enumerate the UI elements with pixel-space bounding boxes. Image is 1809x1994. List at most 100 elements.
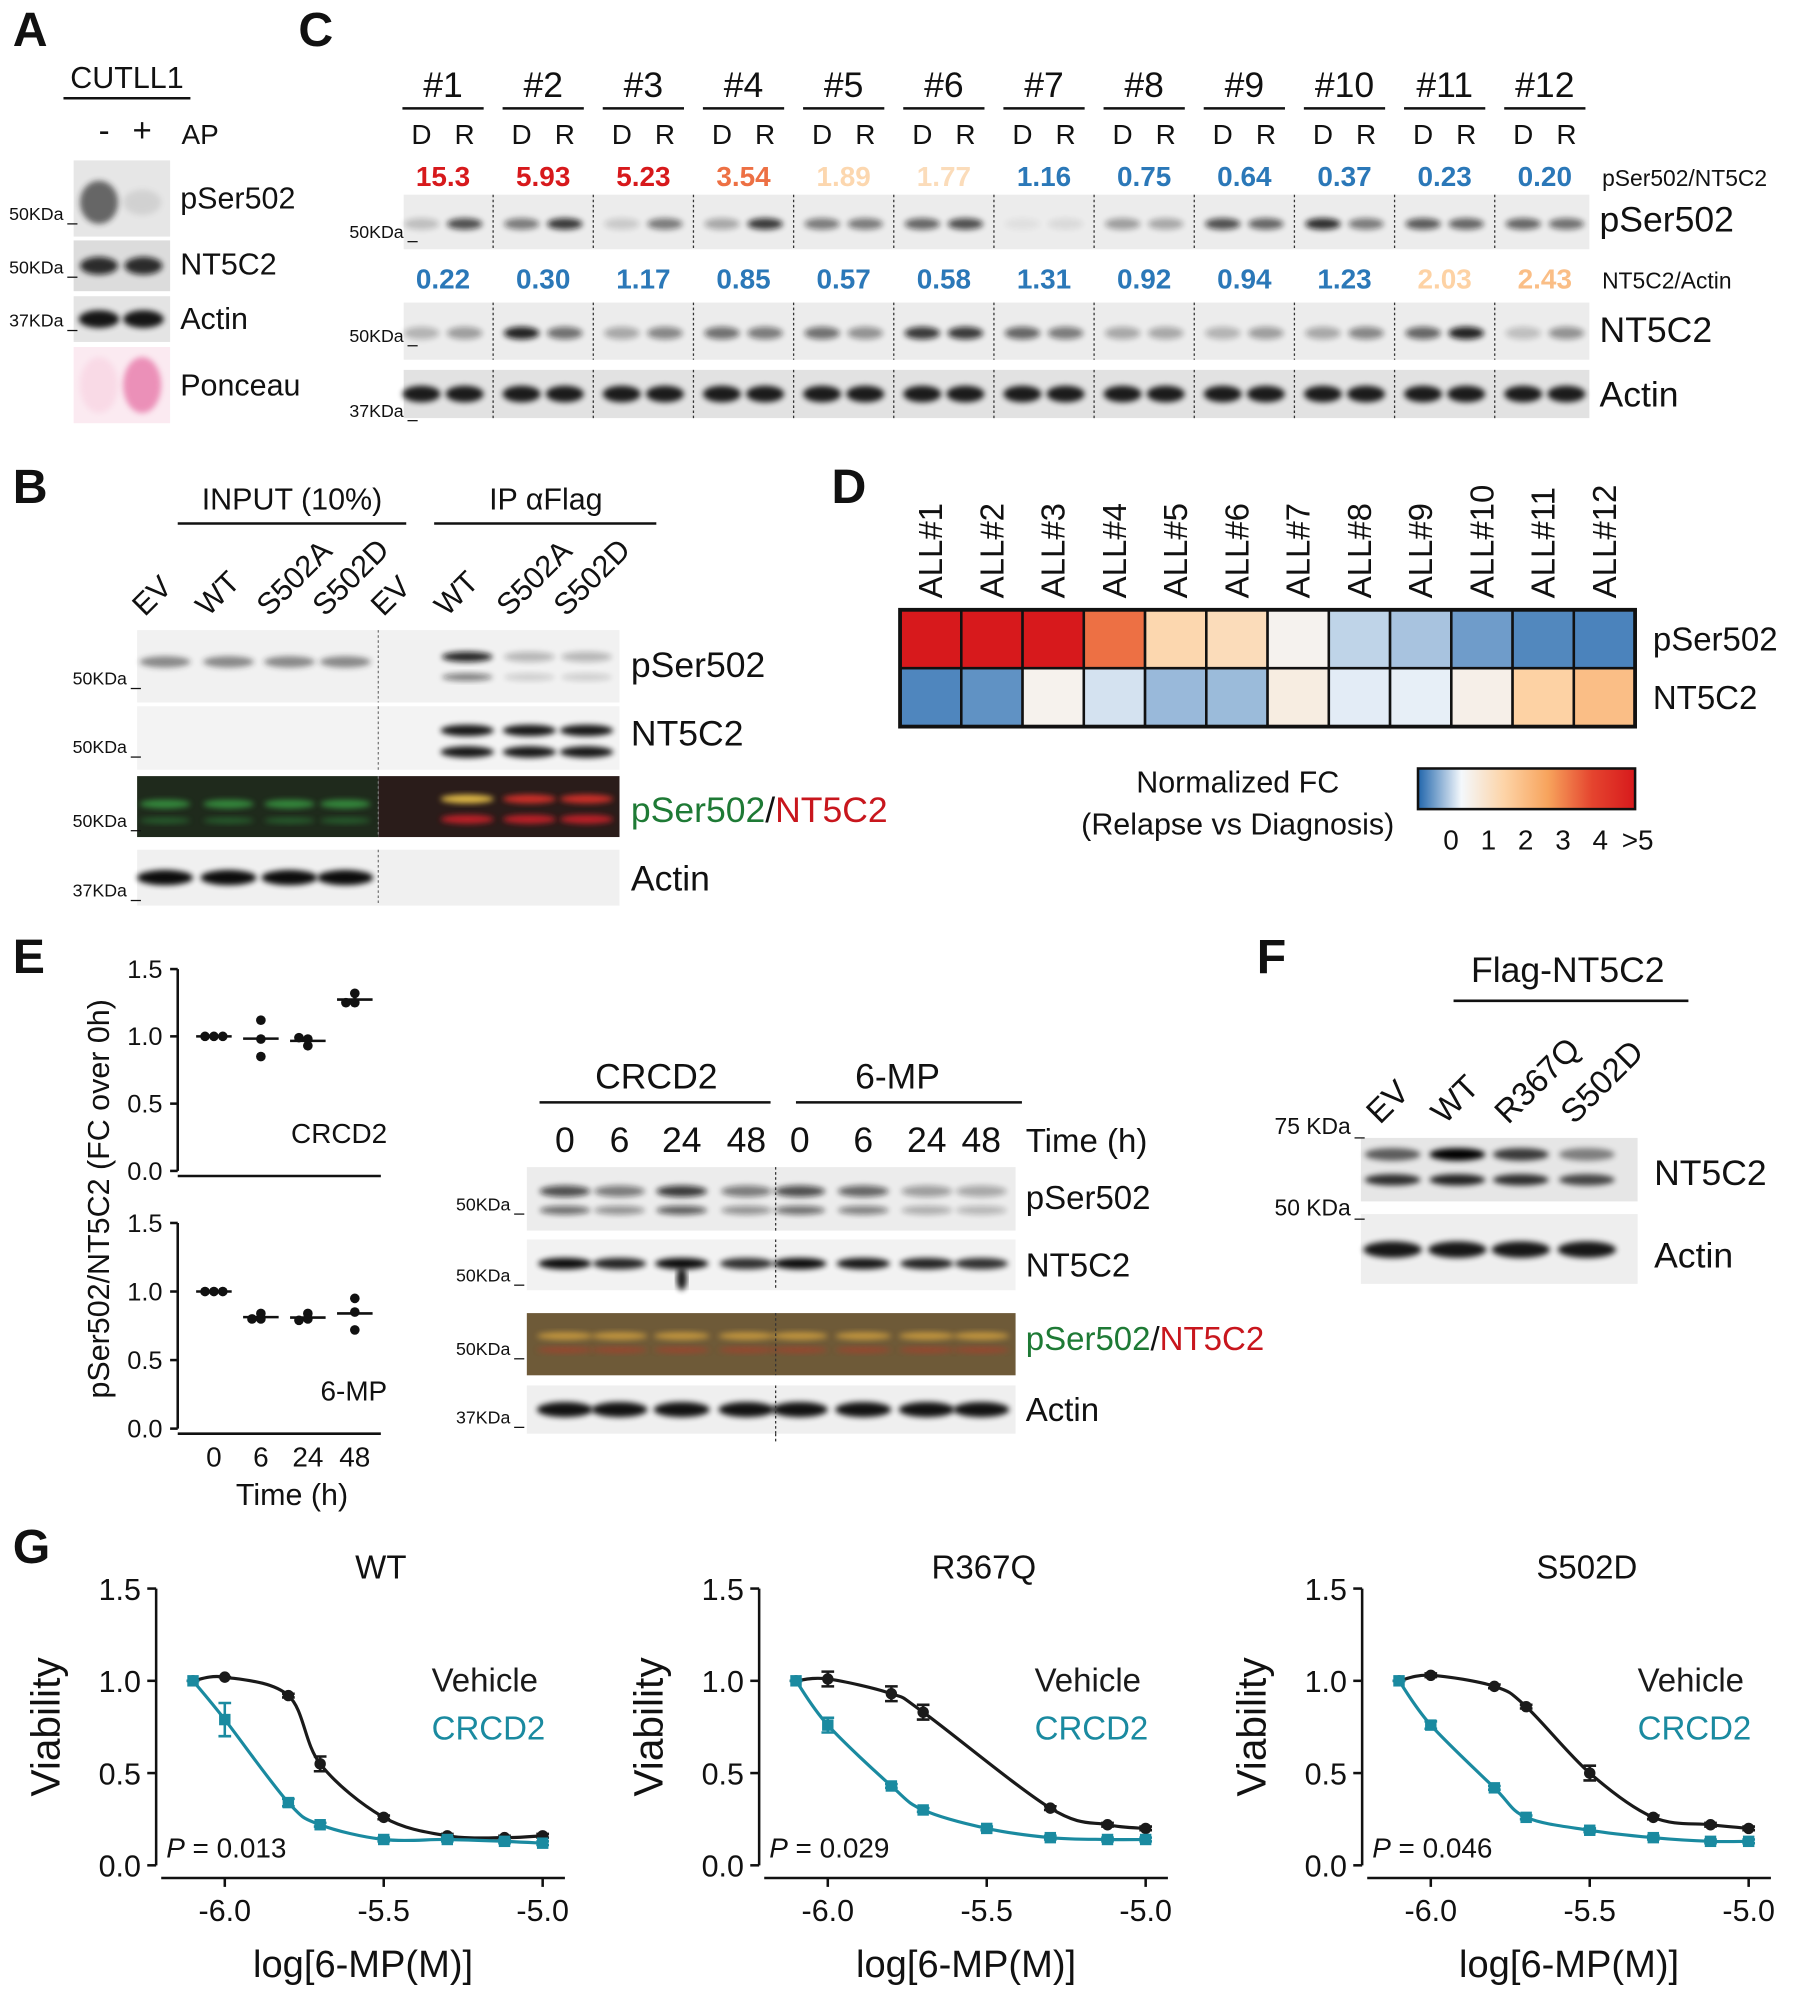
blot-band (1103, 385, 1142, 403)
label: Actin (1600, 375, 1679, 415)
label: #5 (824, 65, 864, 105)
colorbar-tick: 4 (1593, 825, 1609, 856)
y-tick-label: 1.5 (702, 1573, 744, 1607)
merged-sep: / (765, 790, 775, 830)
ratio-value: 5.93 (516, 161, 570, 192)
merged-green: pSer502 (631, 790, 765, 830)
dot (217, 1031, 228, 1042)
blot-band (264, 817, 315, 824)
blot-band (547, 218, 583, 230)
dot (256, 1015, 266, 1026)
blot-band (1491, 1241, 1551, 1258)
label: #8 (1124, 65, 1164, 105)
blot-band (1248, 218, 1284, 230)
point (917, 1706, 929, 1718)
size-marker: 50KDa (349, 326, 403, 346)
point (1704, 1835, 1717, 1848)
heatmap-cell (1205, 608, 1269, 670)
dot (294, 1315, 304, 1326)
blot (526, 1167, 1016, 1231)
dot (349, 1293, 360, 1304)
blot-band (503, 651, 555, 662)
label: R (1456, 119, 1476, 150)
blot-band (947, 326, 984, 340)
point (1520, 1700, 1532, 1713)
annotation: CRCD2 (291, 1118, 387, 1149)
blot (403, 302, 1590, 360)
blot-band (559, 794, 614, 804)
blot-band (1303, 385, 1342, 403)
y-tick-label: 1.0 (99, 1665, 141, 1699)
point (1425, 1669, 1437, 1682)
blot-band (954, 1257, 1008, 1270)
blot-band (647, 218, 683, 230)
x-tick-label: -6.0 (1405, 1894, 1457, 1928)
blot-band (602, 385, 641, 403)
label: pSer502/NT5C2 (1602, 165, 1767, 191)
time-label: 0 (555, 1120, 575, 1160)
blot-band (139, 656, 191, 668)
annotation-italic: P (769, 1833, 788, 1864)
point (1584, 1767, 1596, 1779)
heatmap-cell (1450, 608, 1514, 670)
label: R (455, 119, 475, 150)
blot-band (536, 1332, 593, 1340)
label: R (1356, 119, 1376, 150)
fit-curve (1397, 1679, 1749, 1844)
annotation-text: = 0.046 (1399, 1833, 1493, 1864)
label: CRCD2 (595, 1056, 717, 1096)
label: pSer502 (1600, 200, 1734, 240)
label: D (411, 119, 431, 150)
heatmap-cell (960, 608, 1024, 670)
blot-band (803, 385, 842, 403)
label: INPUT (10%) (202, 483, 383, 517)
size-marker: 37KDa (349, 401, 403, 421)
label: R (1556, 119, 1576, 150)
blot-band (837, 1185, 889, 1197)
label: #12 (1515, 65, 1574, 105)
y-tick-label: 1.5 (99, 1573, 141, 1607)
y-axis-label: Viability (626, 1657, 672, 1797)
label: D (812, 119, 832, 150)
colorbar-title: Normalized FC (1136, 766, 1339, 800)
point (885, 1688, 898, 1700)
blot-band (539, 1185, 591, 1197)
blot-band (440, 794, 494, 804)
blot-band (1047, 326, 1084, 340)
y-tick-label: 0.0 (127, 1416, 162, 1444)
blot-band (1147, 326, 1184, 340)
column-label: ALL#5 (1157, 503, 1194, 598)
blot-band (676, 1267, 687, 1291)
ratio-value: 0.30 (516, 264, 570, 295)
merged-red: NT5C2 (775, 790, 888, 830)
point (981, 1822, 993, 1835)
x-tick-label: 24 (292, 1442, 323, 1473)
blot-band (656, 1205, 708, 1215)
ratio-value: 1.89 (817, 161, 871, 192)
point (1520, 1811, 1532, 1824)
blot-band (1305, 218, 1341, 230)
blot-band (953, 1332, 1010, 1340)
blot-band (955, 1185, 1007, 1197)
label: Actin (1654, 1235, 1733, 1275)
blot-band (123, 357, 162, 414)
blot-band (718, 1346, 775, 1354)
dot (256, 1034, 266, 1044)
blot-band (1305, 326, 1341, 340)
heatmap-cell (1572, 608, 1637, 670)
blot-band (559, 814, 614, 824)
blot-band (1348, 326, 1384, 340)
column-label: ALL#11 (1525, 487, 1562, 598)
ratio-value: 0.75 (1117, 161, 1171, 192)
y-tick-label: 1.5 (1305, 1573, 1347, 1607)
blot-band (1364, 1148, 1421, 1161)
size-marker: 50KDa (456, 1339, 510, 1359)
blot-band (1505, 326, 1542, 340)
blot-band (718, 1401, 775, 1418)
ratio-value: 1.23 (1317, 264, 1371, 295)
point (219, 1671, 231, 1683)
blot-band (847, 326, 884, 340)
blot-band (403, 326, 440, 340)
blot-band (79, 180, 119, 224)
